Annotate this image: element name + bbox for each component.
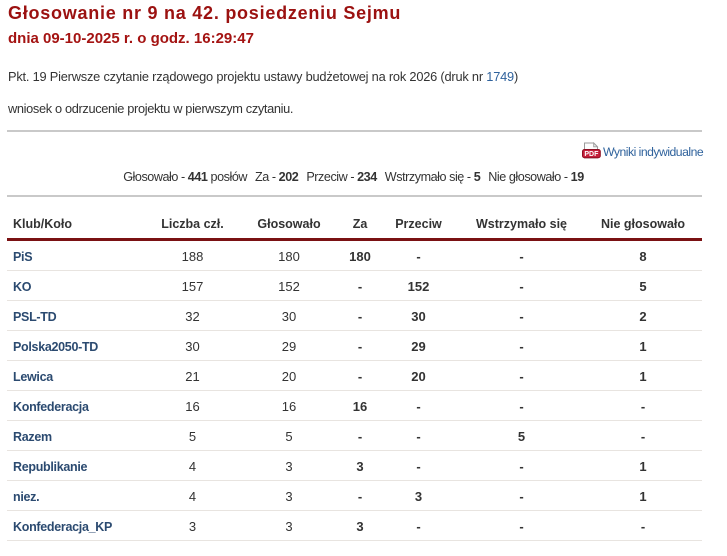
svg-text:PDF: PDF — [584, 151, 599, 158]
